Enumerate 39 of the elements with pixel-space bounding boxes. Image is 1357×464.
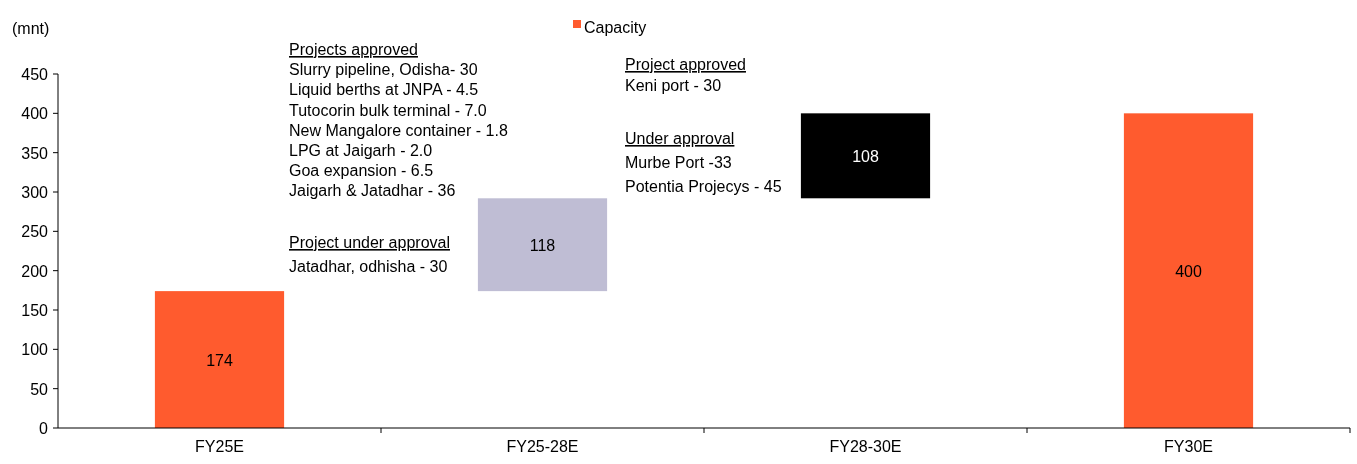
y-tick-label: 250 xyxy=(21,223,49,241)
annotation: Under approval xyxy=(625,130,735,147)
y-axis-title: (mnt) xyxy=(12,20,50,37)
data-label: 118 xyxy=(529,236,556,254)
annotation: Tutocorin bulk terminal - 7.0 xyxy=(289,101,487,119)
y-tick-label: 450 xyxy=(21,66,49,83)
annotation: Potentia Projecys - 45 xyxy=(625,178,782,195)
bar xyxy=(1123,113,1254,428)
y-tick-label: 0 xyxy=(39,420,49,437)
annotation: Slurry pipeline, Odisha- 30 xyxy=(289,61,478,79)
data-label: 174 xyxy=(206,351,233,369)
y-tick-label: 50 xyxy=(30,380,49,398)
y-tick-label: 150 xyxy=(21,302,49,319)
x-tick-label: FY28-30E xyxy=(829,438,902,455)
annotation: New Mangalore container - 1.8 xyxy=(289,121,508,139)
annotation: Jaigarh & Jatadhar - 36 xyxy=(289,182,456,200)
annotation: Keni port - 30 xyxy=(625,77,722,94)
legend-label: Capacity xyxy=(584,19,647,36)
y-tick-label: 400 xyxy=(21,105,49,123)
y-tick-label: 200 xyxy=(21,262,49,280)
annotation: Goa expansion - 6.5 xyxy=(289,162,434,180)
text: Projects approved xyxy=(289,41,418,58)
y-tick-label: 100 xyxy=(21,341,49,359)
x-tick-label: FY25E xyxy=(195,438,244,455)
bar xyxy=(154,291,285,428)
x-tick-label: FY25-28E xyxy=(506,438,579,455)
bar xyxy=(800,113,931,199)
annotation: Project under approval xyxy=(289,234,450,251)
x-tick-label: FY30E xyxy=(1164,438,1213,455)
annotation: Jatadhar, odhisha - 30 xyxy=(289,258,448,275)
annotation: Murbe Port -33 xyxy=(625,154,732,171)
bar xyxy=(477,198,608,292)
y-tick-label: 300 xyxy=(21,184,49,201)
annotation: LPG at Jaigarh - 2.0 xyxy=(289,142,433,159)
data-label: 400 xyxy=(1175,262,1202,280)
annotation: Liquid berths at JNPA - 4.5 xyxy=(289,81,479,99)
y-tick-label: 350 xyxy=(21,144,49,162)
data-label: 108 xyxy=(852,147,879,165)
text: Project approved xyxy=(625,56,746,73)
